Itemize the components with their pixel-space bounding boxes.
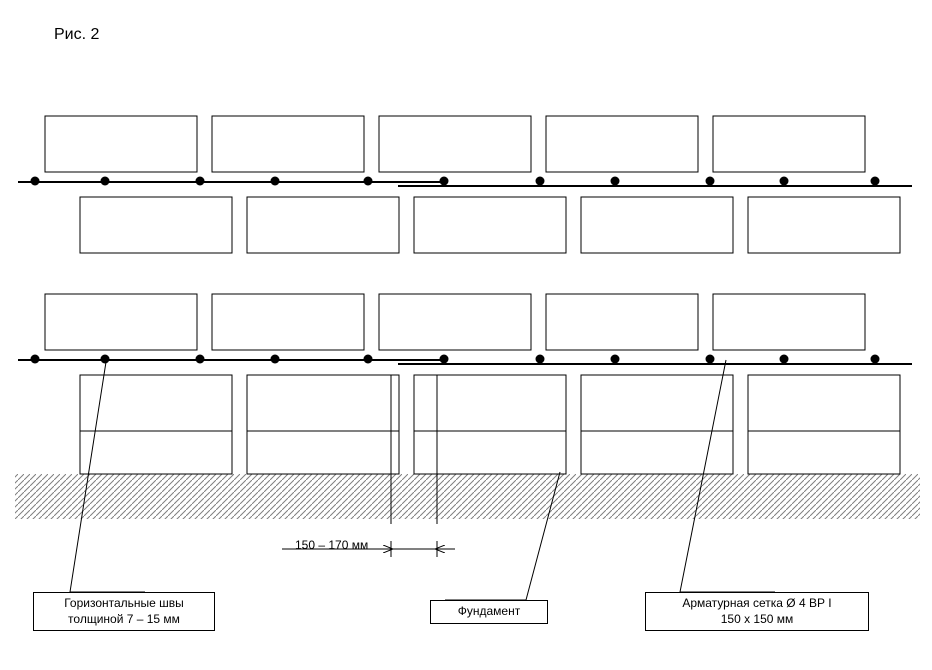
brick: [581, 197, 733, 253]
brick: [581, 375, 733, 431]
rebar-node: [706, 177, 715, 186]
brick: [247, 375, 399, 431]
diagram-svg: [0, 0, 932, 670]
brick: [748, 197, 900, 253]
brick: [212, 294, 364, 350]
rebar-node: [101, 177, 110, 186]
brick: [80, 431, 232, 474]
rebar-node: [31, 355, 40, 364]
rebar-node: [364, 355, 373, 364]
rebar-node: [780, 177, 789, 186]
brick: [748, 375, 900, 431]
rebar-node: [536, 355, 545, 364]
rebar-node: [440, 355, 449, 364]
rebar-node: [440, 177, 449, 186]
rebar-node: [196, 177, 205, 186]
rebar-node: [101, 355, 110, 364]
callout-joints-label: Горизонтальные швытолщиной 7 – 15 мм: [33, 592, 215, 631]
rebar-node: [271, 355, 280, 364]
brick: [546, 116, 698, 172]
brick: [748, 431, 900, 474]
rebar-node: [871, 177, 880, 186]
brick: [247, 197, 399, 253]
rebar-node: [871, 355, 880, 364]
rebar-node: [364, 177, 373, 186]
callout-foundation-label: Фундамент: [430, 600, 548, 624]
brick: [80, 197, 232, 253]
brick: [212, 116, 364, 172]
rebar-node: [611, 177, 620, 186]
brick: [379, 116, 531, 172]
ground-hatch: [15, 474, 920, 519]
diagram-stage: { "canvas": { "w": 932, "h": 670, "bg": …: [0, 0, 932, 670]
rebar-node: [196, 355, 205, 364]
brick: [546, 294, 698, 350]
rebar-node: [536, 177, 545, 186]
brick: [45, 294, 197, 350]
rebar-node: [611, 355, 620, 364]
rebar-node: [706, 355, 715, 364]
brick: [379, 294, 531, 350]
rebar-node: [31, 177, 40, 186]
brick: [45, 116, 197, 172]
dimension-text: 150 – 170 мм: [295, 538, 368, 552]
brick: [713, 294, 865, 350]
brick: [713, 116, 865, 172]
rebar-node: [271, 177, 280, 186]
rebar-node: [780, 355, 789, 364]
brick: [247, 431, 399, 474]
brick: [414, 197, 566, 253]
callout-rebar-label: Арматурная сетка Ø 4 ВР I150 х 150 мм: [645, 592, 869, 631]
